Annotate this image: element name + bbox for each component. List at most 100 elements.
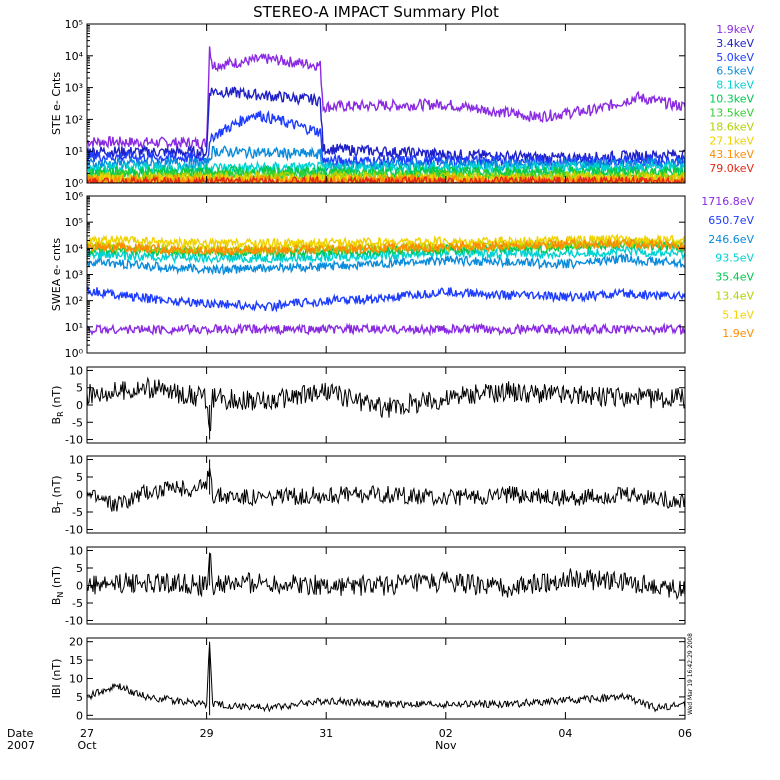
bt-ylabel: BT (nT)	[50, 475, 65, 513]
plot-title: STEREO-A IMPACT Summary Plot	[253, 3, 499, 21]
panel-bmag: 20 15 10 5 0 IBI (nT)	[50, 636, 686, 722]
xtick-day-label: 29	[200, 727, 214, 740]
swea-ytick-label: 10⁶	[65, 190, 84, 203]
bn-ytick-label: -5	[72, 597, 83, 610]
xtick-day-label: 27	[80, 727, 94, 740]
br-ytick-label: -10	[65, 434, 83, 447]
swea-legend-entry: 650.7eV	[708, 214, 754, 227]
br-ytick-label: 0	[76, 399, 83, 412]
ste-ytick-label: 10³	[65, 82, 83, 95]
swea-series-2	[87, 252, 685, 276]
bt-ytick-label: 0	[76, 489, 83, 502]
xtick-day-label: 31	[319, 727, 333, 740]
ste-legend-entry: 13.5keV	[709, 106, 754, 119]
swea-series-0	[87, 322, 685, 337]
br-series	[87, 376, 685, 440]
bn-frame	[86, 546, 686, 625]
ste-ytick-label: 10²	[65, 113, 83, 126]
swea-series-1	[87, 285, 685, 313]
bmag-ytick-label: 5	[76, 691, 83, 704]
br-ytick-label: 5	[76, 382, 83, 395]
bt-series	[87, 459, 685, 512]
bt-ytick-label: -10	[65, 524, 83, 537]
swea-legend-entry: 35.4eV	[715, 271, 754, 284]
ste-legend-entry: 10.3keV	[709, 93, 754, 106]
ste-series-10	[87, 174, 685, 183]
swea-ytick-label: 10³	[65, 269, 83, 282]
swea-ytick-label: 10⁴	[65, 242, 84, 255]
bt-ytick-label: 5	[76, 471, 83, 484]
bmag-series-0	[87, 641, 685, 716]
date-label: Date	[7, 727, 34, 740]
ste-series	[87, 46, 685, 183]
ste-legend-entry: 6.5keV	[716, 65, 754, 78]
ste-legend-entry: 43.1keV	[709, 148, 754, 161]
swea-legend-entry: 1.9eV	[722, 327, 754, 340]
swea-legend-entry: 13.4eV	[715, 289, 754, 302]
xtick-day-label: 06	[678, 727, 692, 740]
swea-series-5	[87, 236, 685, 256]
swea-ytick-label: 10⁰	[65, 347, 84, 360]
bmag-series	[87, 641, 685, 716]
ste-legend-entry: 79.0keV	[709, 162, 754, 175]
xtick-day-label: 04	[558, 727, 572, 740]
swea-ylabel: SWEA e- cnts	[50, 238, 63, 311]
bt-series-0	[87, 459, 685, 512]
panel-ste: 10⁰ 10¹ 10² 10³ 10⁴ 10⁵ STE e- Cnts 1.9keV3.4ke…	[50, 18, 754, 190]
br-frame	[86, 366, 686, 444]
timestamp: Wed Mar 19 16:42:29 2008	[687, 633, 694, 715]
swea-ytick-label: 10⁵	[65, 216, 83, 229]
swea-series-3	[87, 244, 685, 265]
swea-ytick-label: 10²	[65, 295, 83, 308]
year-label: 2007	[7, 739, 35, 752]
swea-series	[87, 233, 685, 337]
ste-frame	[86, 23, 686, 184]
ste-ytick-label: 10⁴	[65, 50, 84, 63]
bt-ytick-label: -5	[72, 506, 83, 519]
bn-ytick-label: 0	[76, 580, 83, 593]
ste-series-0	[87, 46, 685, 150]
bn-ytick-label: 5	[76, 562, 83, 575]
xtick-day-label: 02	[439, 727, 453, 740]
br-ylabel: BR (nT)	[50, 386, 65, 425]
bn-series	[87, 552, 685, 601]
ste-series-2	[87, 110, 685, 169]
bn-ytick-label: 10	[69, 545, 83, 558]
swea-series-7	[87, 237, 685, 256]
bn-series-0	[87, 552, 685, 601]
swea-legend-entry: 1716.8eV	[701, 195, 754, 208]
ste-legend-entry: 8.1keV	[716, 79, 754, 92]
bmag-ytick-label: 10	[69, 673, 83, 686]
bmag-ylabel: IBI (nT)	[50, 659, 63, 699]
swea-legend-entry: 246.6eV	[708, 233, 754, 246]
panel-swea: 10⁰ 10¹ 10² 10³ 10⁴ 10⁵ 10⁶ SWEA e- cnts 1716.8e…	[50, 190, 754, 360]
bn-ylabel: BN (nT)	[50, 566, 65, 605]
bmag-ytick-label: 20	[69, 636, 83, 649]
bt-ytick-label: 10	[69, 454, 83, 467]
br-series-0	[87, 376, 685, 440]
ste-series-5	[87, 163, 685, 181]
bmag-ytick-label: 15	[69, 654, 83, 667]
ste-ytick-label: 10⁰	[65, 177, 84, 190]
br-ytick-label: 10	[69, 364, 83, 377]
bn-ytick-label: -10	[65, 615, 83, 628]
ste-ytick-label: 10¹	[65, 145, 83, 158]
ste-legend-entry: 27.1keV	[709, 134, 754, 147]
ste-ytick-label: 10⁵	[65, 18, 83, 31]
swea-ytick-label: 10¹	[65, 321, 83, 334]
swea-legend-entry: 93.5eV	[715, 252, 754, 265]
ste-series-1	[87, 86, 685, 166]
xtick-month-label: Nov	[435, 739, 457, 752]
ste-legend-entry: 18.6keV	[709, 120, 754, 133]
ste-legend-entry: 1.9keV	[716, 23, 754, 36]
br-ytick-label: -5	[72, 416, 83, 429]
ste-legend-entry: 5.0keV	[716, 51, 754, 64]
xtick-month-label: Oct	[77, 739, 97, 752]
ste-ylabel: STE e- Cnts	[50, 72, 63, 135]
swea-legend-entry: 5.1eV	[722, 308, 754, 321]
ste-legend-entry: 3.4keV	[716, 37, 754, 50]
